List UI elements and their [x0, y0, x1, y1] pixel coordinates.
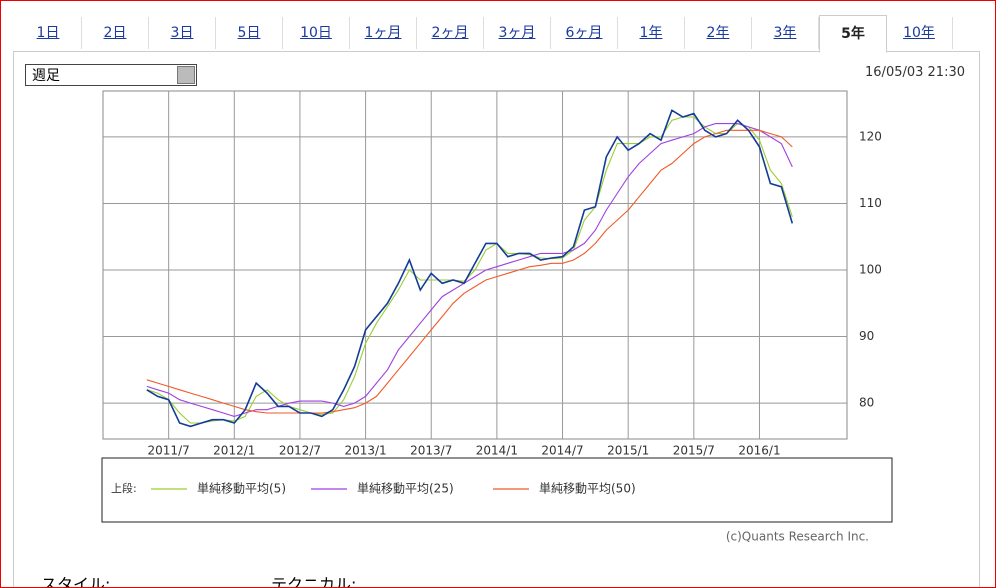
tab[interactable]: 10年 — [886, 17, 953, 49]
footer-label: スタイル: — [41, 575, 111, 588]
y-tick-label: 110 — [859, 196, 882, 210]
tab[interactable]: 2ヶ月 — [417, 17, 484, 49]
tab[interactable]: 5年 — [819, 15, 887, 53]
series-line — [146, 109, 794, 428]
chart: 上段: (c)Quants Research Inc. 80 90 100 110 12… — [101, 90, 893, 544]
tab[interactable]: 2年 — [685, 17, 752, 49]
x-tick-label: 2013/7 — [410, 444, 452, 458]
timestamp: 16/05/03 21:30 — [865, 65, 965, 80]
tab[interactable]: 1年 — [618, 17, 685, 49]
legend-box — [101, 457, 893, 523]
y-tick-label: 100 — [859, 262, 882, 276]
tab[interactable]: 3日 — [149, 17, 216, 49]
x-tick-label: 2013/1 — [344, 444, 386, 458]
series-line — [146, 129, 793, 414]
tab[interactable]: 6ヶ月 — [551, 17, 618, 49]
tab[interactable]: 3年 — [752, 17, 819, 49]
y-tick-label: 80 — [859, 396, 874, 410]
x-tick-label: 2012/7 — [279, 444, 321, 458]
copyright: (c)Quants Research Inc. — [726, 530, 869, 544]
x-tick-label: 2015/7 — [673, 444, 715, 458]
tab[interactable]: 1ヶ月 — [350, 17, 417, 49]
x-tick-label: 2016/1 — [738, 444, 780, 458]
y-tick-label: 120 — [859, 129, 882, 143]
legend-label: 単純移動平均(5) — [197, 482, 286, 496]
legend-label: 単純移動平均(25) — [357, 482, 454, 496]
legend-label: 単純移動平均(50) — [539, 482, 636, 496]
x-tick-label: 2014/1 — [476, 444, 518, 458]
select-value: 週足 — [32, 68, 60, 84]
footer-label: テクニカル: — [271, 575, 357, 588]
tab[interactable]: 5日 — [216, 17, 283, 49]
x-tick-label: 2012/1 — [213, 444, 255, 458]
tab[interactable]: 10日 — [283, 17, 350, 49]
period-select[interactable]: 週足 — [25, 64, 197, 86]
panel — [13, 51, 980, 587]
x-tick-label: 2014/7 — [541, 444, 583, 458]
tab[interactable]: 2日 — [82, 17, 149, 49]
tab-bar: 1日 2日 3日 5日 10日 1ヶ月 2ヶ月 3ヶ月 6ヶ月 1年 2年 3年 5年 10年 — [13, 13, 979, 53]
x-tick-label: 2015/1 — [607, 444, 649, 458]
legend-prefix: 上段: — [111, 481, 137, 495]
tab[interactable]: 1日 — [15, 17, 82, 49]
select-arrow[interactable] — [177, 66, 195, 84]
y-tick-label: 90 — [859, 329, 874, 343]
plot-area — [102, 90, 848, 440]
series-line — [146, 123, 793, 417]
tab[interactable]: 3ヶ月 — [484, 17, 551, 49]
x-tick-label: 2011/7 — [148, 444, 190, 458]
